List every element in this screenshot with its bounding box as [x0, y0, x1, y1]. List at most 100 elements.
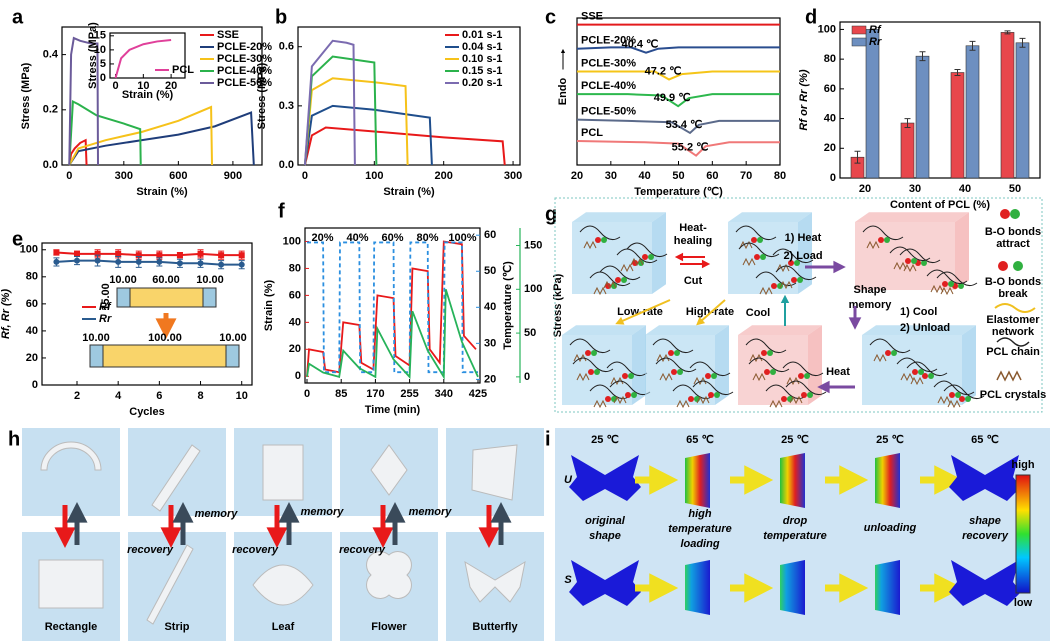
legend-label: 0.04 s-1 — [462, 41, 502, 53]
bar — [950, 72, 965, 179]
y2-tick-label: 50 — [484, 265, 496, 277]
memory-arrow-head — [384, 502, 406, 523]
recovery-arrow-head — [266, 527, 288, 548]
data-line — [68, 36, 99, 166]
bond — [911, 258, 917, 264]
legend-label: PCL — [172, 64, 194, 76]
deformed-model — [685, 453, 710, 508]
marker — [238, 252, 245, 259]
x-axis-label: Cycles — [129, 406, 164, 418]
dimension-label: 10.00 — [196, 274, 224, 286]
polymer-chain — [579, 225, 621, 241]
polymer-chain — [926, 269, 968, 285]
marker — [176, 252, 183, 259]
bond — [764, 369, 770, 375]
data-line — [56, 251, 242, 257]
diagram-label: Elastomer — [986, 314, 1040, 326]
polymer-chain — [899, 248, 941, 264]
diagram-label: Low-rate — [617, 306, 663, 318]
step-arrow-head — [744, 573, 774, 603]
temperature-label: 25 ℃ — [781, 434, 809, 446]
row-label: S — [564, 574, 572, 586]
pcl-crystal — [752, 372, 766, 382]
cube-top — [562, 325, 646, 335]
bond — [959, 396, 965, 402]
panel-frame — [554, 197, 1043, 413]
y-tick-label: 0.4 — [43, 49, 59, 61]
heat-arrow-head — [817, 380, 830, 394]
bar — [1015, 42, 1030, 179]
dimension-label: 10.00 — [82, 332, 110, 344]
annotation: 80% — [416, 232, 438, 244]
bond — [797, 277, 803, 283]
pcl-crystal — [593, 286, 607, 296]
series-label: PCLE-50% — [581, 105, 636, 117]
object-deformed — [40, 441, 102, 471]
step-arrow-head — [934, 573, 964, 603]
legend-swatch — [851, 25, 867, 35]
cube-side — [962, 325, 976, 405]
y-tick-label: 60 — [289, 289, 301, 301]
bond — [754, 254, 760, 260]
bond — [642, 254, 648, 260]
data-line — [303, 39, 356, 166]
annotation: 60% — [381, 232, 403, 244]
data-line — [306, 289, 479, 380]
pcl-crystal — [620, 263, 634, 273]
error-bar — [969, 40, 976, 51]
sketch — [129, 287, 204, 308]
x-tick-label: 40 — [959, 183, 971, 195]
pcl-crystal — [613, 395, 627, 405]
plot-frame — [41, 242, 253, 386]
bond — [625, 392, 631, 398]
pcl-crystal — [696, 395, 710, 405]
panel-label: d — [805, 6, 817, 28]
error-bar — [919, 51, 926, 62]
polymer-chain — [689, 361, 731, 377]
y-axis-label: Stress (MPa) — [256, 62, 268, 129]
x-tick-label: 300 — [115, 170, 133, 182]
bond — [648, 254, 654, 260]
bond — [601, 237, 607, 243]
x-tick-label: 340 — [435, 388, 453, 400]
bar — [965, 45, 980, 179]
recovery-arrow-head — [54, 527, 76, 548]
temperature-label: 25 ℃ — [591, 434, 619, 446]
bond — [668, 350, 674, 356]
diagram-label: memory — [849, 299, 893, 311]
y-tick-label: 0.2 — [43, 104, 58, 116]
polymer-chain — [599, 265, 641, 281]
temperature-label: 25 ℃ — [876, 434, 904, 446]
x-tick-label: 20 — [859, 183, 871, 195]
diagram-label: B-O bonds — [985, 276, 1041, 288]
annotation: 47.2 ℃ — [645, 65, 682, 77]
bond — [801, 392, 807, 398]
y3-tick-label: 100 — [524, 283, 542, 295]
y-tick-label: 20 — [289, 343, 301, 355]
data-line — [576, 118, 780, 135]
y2-axis-label: Temperature (℃) — [502, 261, 514, 350]
polymer-chain — [616, 248, 658, 264]
x-tick-label: 80 — [774, 170, 786, 182]
polymer-chain — [609, 380, 651, 396]
y-tick-label: 0.3 — [279, 100, 294, 112]
step-label: original — [585, 515, 626, 527]
pcl-crystal — [593, 399, 607, 409]
y-tick-label: 100 — [283, 235, 301, 247]
photo — [128, 532, 226, 641]
annotation: 53.4 ℃ — [666, 119, 703, 131]
cube-top — [738, 325, 822, 335]
object-original — [38, 559, 104, 609]
load-arrow-head — [833, 260, 846, 274]
temperature-label: 65 ℃ — [686, 434, 714, 446]
memory-arrow-head — [66, 502, 88, 523]
y3-tick-label: 150 — [524, 239, 542, 251]
object-deformed — [370, 444, 408, 496]
y-axis-label: Stress (MPa) — [20, 62, 32, 129]
y-tick-label: 10 — [94, 44, 106, 56]
bar — [900, 122, 915, 179]
pcl-crystal — [789, 395, 803, 405]
bond — [757, 237, 763, 243]
bond — [674, 350, 680, 356]
bond — [588, 369, 594, 375]
